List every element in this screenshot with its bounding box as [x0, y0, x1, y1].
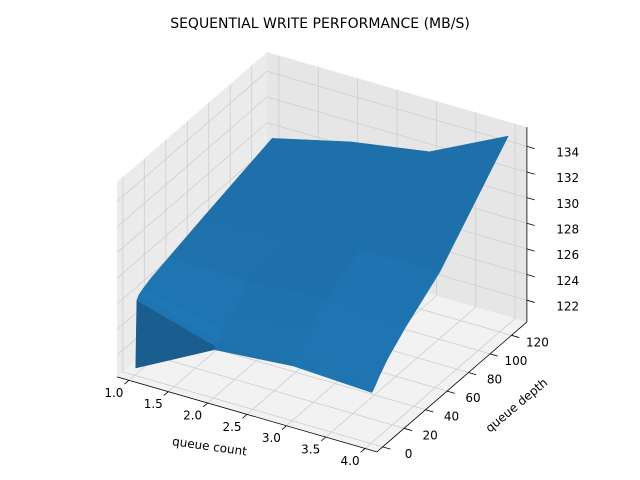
y-tick-label: 120 [526, 335, 549, 349]
y-tick [511, 334, 520, 338]
x-tick-label: 1.5 [144, 397, 163, 411]
z-tick-label: 126 [556, 248, 579, 262]
y-tick-label: 80 [487, 373, 502, 387]
x-tick-label: 2.5 [222, 420, 241, 434]
x-tick-label: 2.0 [183, 409, 202, 423]
z-tick [526, 197, 535, 201]
x-tick-label: 4.0 [341, 454, 360, 468]
grid-line [116, 71, 268, 202]
axis-line [376, 321, 528, 453]
z-tick [526, 222, 535, 226]
y-tick-label: 0 [405, 447, 413, 461]
x-tick-label: 3.5 [301, 443, 320, 457]
grid-line [144, 352, 405, 429]
z-tick-label: 134 [556, 146, 579, 160]
grid-line [266, 70, 528, 147]
z-tick-label: 130 [556, 197, 579, 211]
z-tick [526, 248, 535, 252]
grid-line [116, 96, 268, 228]
x-axis-label: queue count [171, 434, 248, 458]
z-tick [526, 171, 535, 175]
z-tick [526, 299, 535, 303]
x-tick [281, 425, 287, 430]
y-tick-label: 40 [444, 410, 459, 424]
x-tick [360, 448, 366, 453]
x-tick [163, 391, 169, 396]
y-tick [489, 353, 498, 357]
y-tick-label: 60 [465, 391, 480, 405]
y-tick [425, 409, 434, 413]
axis-line [116, 376, 378, 453]
y-tick [446, 390, 455, 394]
grid-line [116, 122, 268, 253]
x-tick [320, 436, 326, 442]
x-tick [242, 414, 248, 419]
z-tick [526, 274, 535, 278]
grid-line [122, 371, 383, 448]
z-tick-label: 124 [556, 274, 579, 288]
y-tick [404, 427, 413, 431]
grid-line [116, 147, 268, 279]
x-tick [124, 379, 130, 385]
y-tick [382, 446, 391, 450]
grid-line [325, 306, 476, 438]
y-tick-label: 100 [505, 354, 528, 368]
y-tick-label: 20 [422, 428, 437, 442]
z-tick-label: 122 [556, 299, 579, 313]
x-tick-label: 3.0 [262, 431, 281, 445]
x-tick-label: 1.0 [104, 386, 123, 400]
chart-title: SEQUENTIAL WRITE PERFORMANCE (MB/S) [170, 16, 470, 32]
grid-line [364, 318, 516, 449]
z-tick-label: 132 [556, 171, 579, 185]
z-tick-label: 128 [556, 223, 579, 237]
surface-patch [292, 363, 374, 393]
x-tick [202, 402, 208, 408]
y-tick [468, 372, 477, 376]
z-tick [526, 145, 535, 149]
